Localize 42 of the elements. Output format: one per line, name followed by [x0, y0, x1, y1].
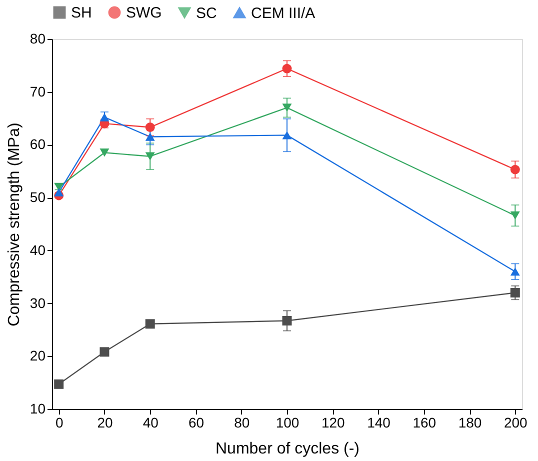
legend-label: CEM III/A [251, 4, 316, 22]
x-tick-label: 80 [234, 414, 250, 430]
legend-label: SC [196, 4, 218, 22]
y-tick-label: 40 [30, 242, 46, 258]
y-tick-label: 80 [30, 30, 46, 46]
x-tick-label: 100 [276, 414, 300, 430]
y-tick-label: 50 [30, 189, 46, 206]
point [100, 347, 110, 357]
y-tick-label: 70 [30, 83, 46, 100]
y-tick-label: 20 [30, 348, 46, 364]
x-tick-label: 140 [367, 414, 391, 430]
point [145, 152, 155, 160]
point [282, 131, 292, 140]
legend-label: SH [71, 4, 92, 22]
point [510, 288, 520, 298]
x-tick-label: 200 [504, 414, 528, 430]
x-tick-label: 120 [321, 414, 346, 430]
x-tick-label: 20 [97, 414, 113, 430]
x-axis-title: Number of cycles (-) [215, 440, 360, 458]
x-tick-label: 40 [142, 414, 159, 430]
point [510, 211, 520, 220]
legend-label: SWG [126, 4, 162, 22]
point [282, 104, 292, 112]
y-tick-label: 30 [30, 294, 46, 311]
y-tick-label: 60 [30, 136, 46, 152]
x-tick-label: 0 [55, 414, 64, 430]
point [282, 64, 292, 74]
point [54, 188, 64, 196]
point [145, 122, 155, 132]
y-tick-label: 10 [30, 400, 46, 416]
point [54, 379, 64, 389]
point [145, 319, 155, 329]
x-tick-label: 60 [188, 414, 204, 430]
point [100, 113, 110, 122]
point [282, 316, 292, 326]
point [100, 148, 110, 157]
point [510, 267, 520, 276]
y-axis-title: Compressive strength (MPa) [6, 122, 23, 326]
point [510, 164, 520, 174]
x-tick-label: 160 [412, 414, 436, 430]
point [145, 132, 155, 141]
x-tick-label: 180 [458, 414, 482, 430]
